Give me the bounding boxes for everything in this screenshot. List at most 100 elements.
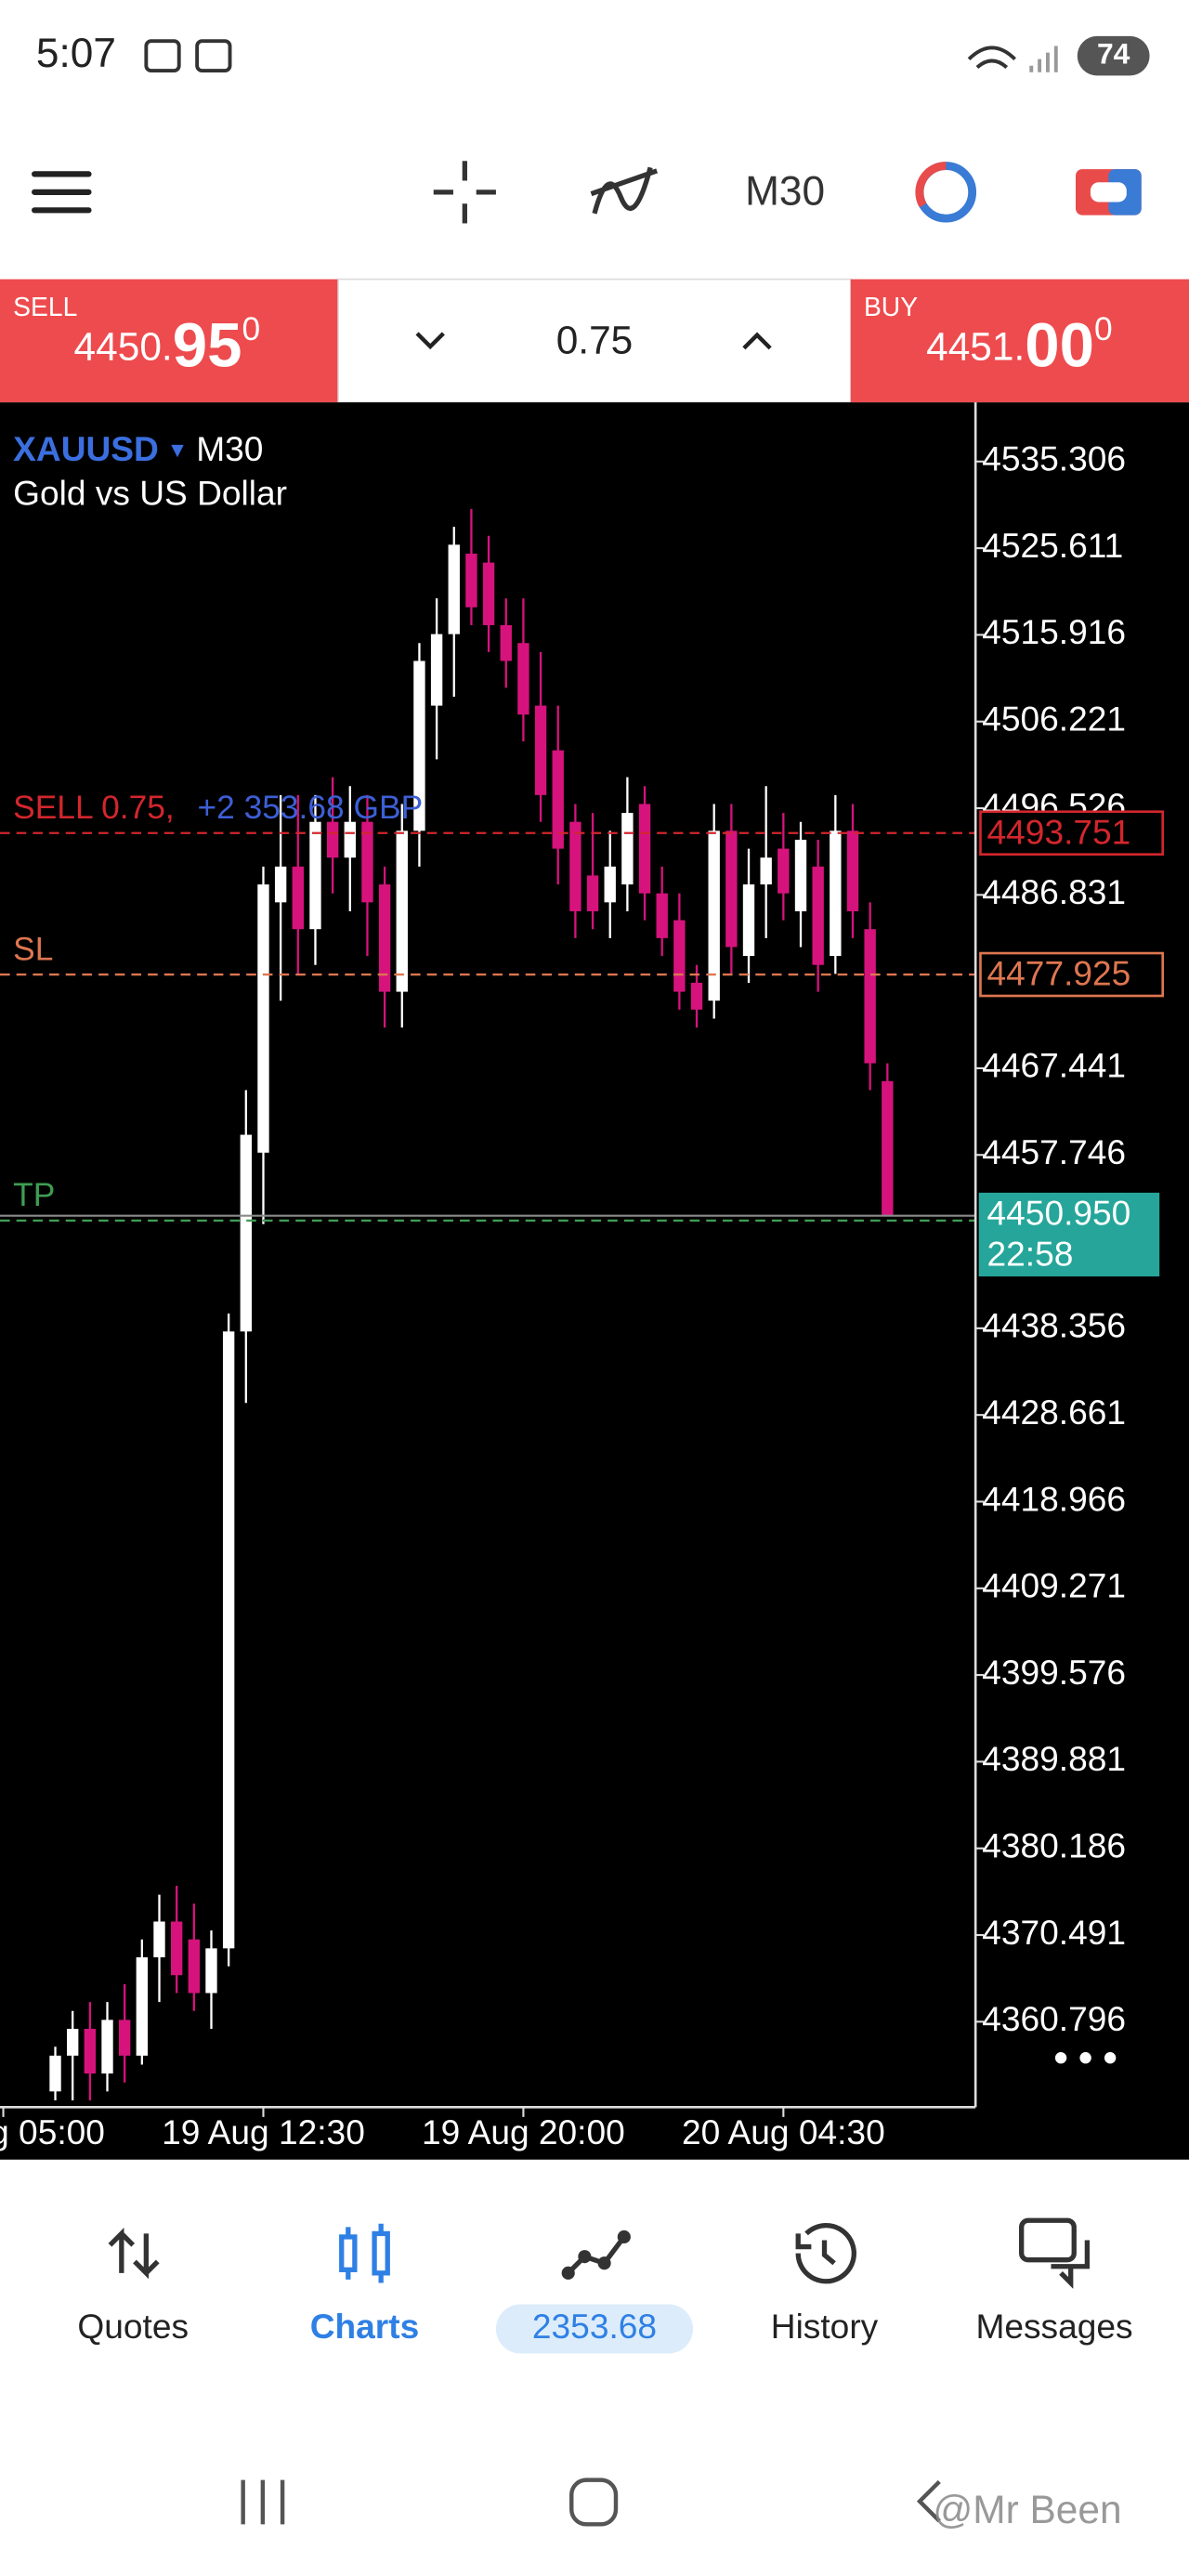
system-nav <box>241 2478 941 2527</box>
level-label: SL <box>13 932 53 968</box>
trade-button[interactable] <box>915 162 977 223</box>
candle-body <box>222 1331 235 1949</box>
buy-button[interactable] <box>850 279 1189 403</box>
bid-price-box <box>978 1192 1160 1277</box>
candle-body <box>638 804 651 894</box>
y-tick-label: 4515.916 <box>982 612 1126 651</box>
candle-body <box>534 705 547 795</box>
home-button[interactable] <box>569 2478 619 2527</box>
menu-button[interactable] <box>32 171 92 214</box>
candle-body <box>413 660 425 831</box>
candle-body <box>344 821 356 858</box>
bid-price: 4450.950 <box>987 1193 1131 1232</box>
candle-body <box>274 866 287 903</box>
volume-value[interactable]: 0.75 <box>556 319 634 362</box>
y-tick-label: 4535.306 <box>982 439 1126 478</box>
level-price-box <box>979 810 1165 856</box>
crosshair-button[interactable] <box>433 161 496 224</box>
history-icon[interactable] <box>795 2223 856 2284</box>
candle-body <box>240 1134 252 1332</box>
candle-body <box>66 2028 79 2056</box>
candle-body <box>846 830 859 911</box>
candle-body <box>118 2020 131 2056</box>
symbol[interactable]: XAUUSD <box>13 429 159 468</box>
status-icons <box>144 39 1058 72</box>
nav-label[interactable]: 2353.68 <box>532 2307 657 2346</box>
candle-body <box>326 821 339 858</box>
candle-body <box>361 821 373 903</box>
chart-symbol[interactable]: XAUUSD ▼ M30 <box>13 429 263 468</box>
watermark: @Mr Been <box>933 2488 1121 2531</box>
y-tick-label: 4409.271 <box>982 1566 1126 1605</box>
chart-bg <box>0 402 1189 2160</box>
nav-label[interactable]: Quotes <box>77 2307 189 2346</box>
y-tick-label: 4506.221 <box>982 700 1126 739</box>
y-tick-label: 4428.661 <box>982 1393 1126 1432</box>
candle-body <box>482 562 495 625</box>
status-time: 5:07 <box>36 31 116 76</box>
x-tick-label: 19 Aug 05:00 <box>0 2112 105 2151</box>
nav-label[interactable]: Messages <box>975 2307 1132 2346</box>
candle-body <box>84 2028 97 2074</box>
volume-up[interactable] <box>742 332 772 350</box>
x-tick-label: 19 Aug 20:00 <box>422 2112 625 2151</box>
level-name: SELL 0.75, <box>13 790 175 826</box>
indicators-button[interactable] <box>590 166 659 215</box>
candle-body <box>309 821 321 930</box>
trade-icon[interactable] <box>561 2229 631 2280</box>
candle-body <box>882 1080 894 1216</box>
candle-body <box>396 830 408 992</box>
messages-icon[interactable] <box>1019 2217 1091 2289</box>
back-button[interactable] <box>916 2479 941 2523</box>
candle-body <box>257 884 269 1153</box>
timeframe-button[interactable]: M30 <box>745 168 825 214</box>
buy-price-sup: 0 <box>1094 311 1113 347</box>
candle-body <box>448 544 460 634</box>
candle-body <box>465 553 477 608</box>
level-profit: +2 353.68 GBP <box>197 790 423 826</box>
candle-body <box>188 1939 201 1994</box>
candle-body <box>604 866 616 903</box>
y-tick-label: 4370.491 <box>982 1913 1126 1952</box>
x-tick-label: 20 Aug 04:30 <box>682 2112 885 2151</box>
candle-body <box>621 813 634 885</box>
candle-body <box>569 821 581 911</box>
charts-icon[interactable] <box>339 2223 390 2283</box>
y-tick-label: 4399.576 <box>982 1653 1126 1692</box>
chart-timeframe: M30 <box>196 429 263 468</box>
y-tick-label: 4380.186 <box>982 1826 1126 1865</box>
candle-body <box>725 830 738 948</box>
level-label: TP <box>13 1178 55 1214</box>
candle-body <box>49 2055 61 2092</box>
candle-body <box>742 884 755 957</box>
sell-price-sup: 0 <box>242 311 260 347</box>
buy-price: 4451.000 <box>926 310 1113 380</box>
buy-price-main: 4451. <box>926 325 1025 369</box>
y-tick-label: 4418.966 <box>982 1479 1126 1518</box>
candle-body <box>690 982 703 1010</box>
x-tick-label: 19 Aug 12:30 <box>162 2112 365 2151</box>
sell-button[interactable] <box>0 279 339 403</box>
candle-body <box>794 839 807 911</box>
quotes-icon[interactable] <box>108 2228 160 2280</box>
symbol-description: Gold vs US Dollar <box>13 474 287 513</box>
more-button[interactable] <box>1054 2052 1117 2064</box>
candle-body <box>830 830 842 957</box>
candle-body <box>812 866 824 965</box>
nav-bg <box>0 2159 1189 2576</box>
recent-apps[interactable] <box>241 2479 285 2525</box>
candle-body <box>656 893 668 938</box>
one-click-button[interactable] <box>1076 169 1142 216</box>
candle-body <box>500 624 512 661</box>
nav-label[interactable]: History <box>771 2307 879 2346</box>
volume-down[interactable] <box>415 332 445 350</box>
candle-body <box>378 884 391 992</box>
candle-body <box>552 750 564 849</box>
y-tick-label: 4360.796 <box>982 1999 1126 2038</box>
candle-body <box>136 1956 149 2056</box>
y-tick-label: 4525.611 <box>982 526 1123 565</box>
nav-label[interactable]: Charts <box>310 2307 420 2346</box>
symbol-dropdown[interactable]: ▼ <box>167 438 189 462</box>
